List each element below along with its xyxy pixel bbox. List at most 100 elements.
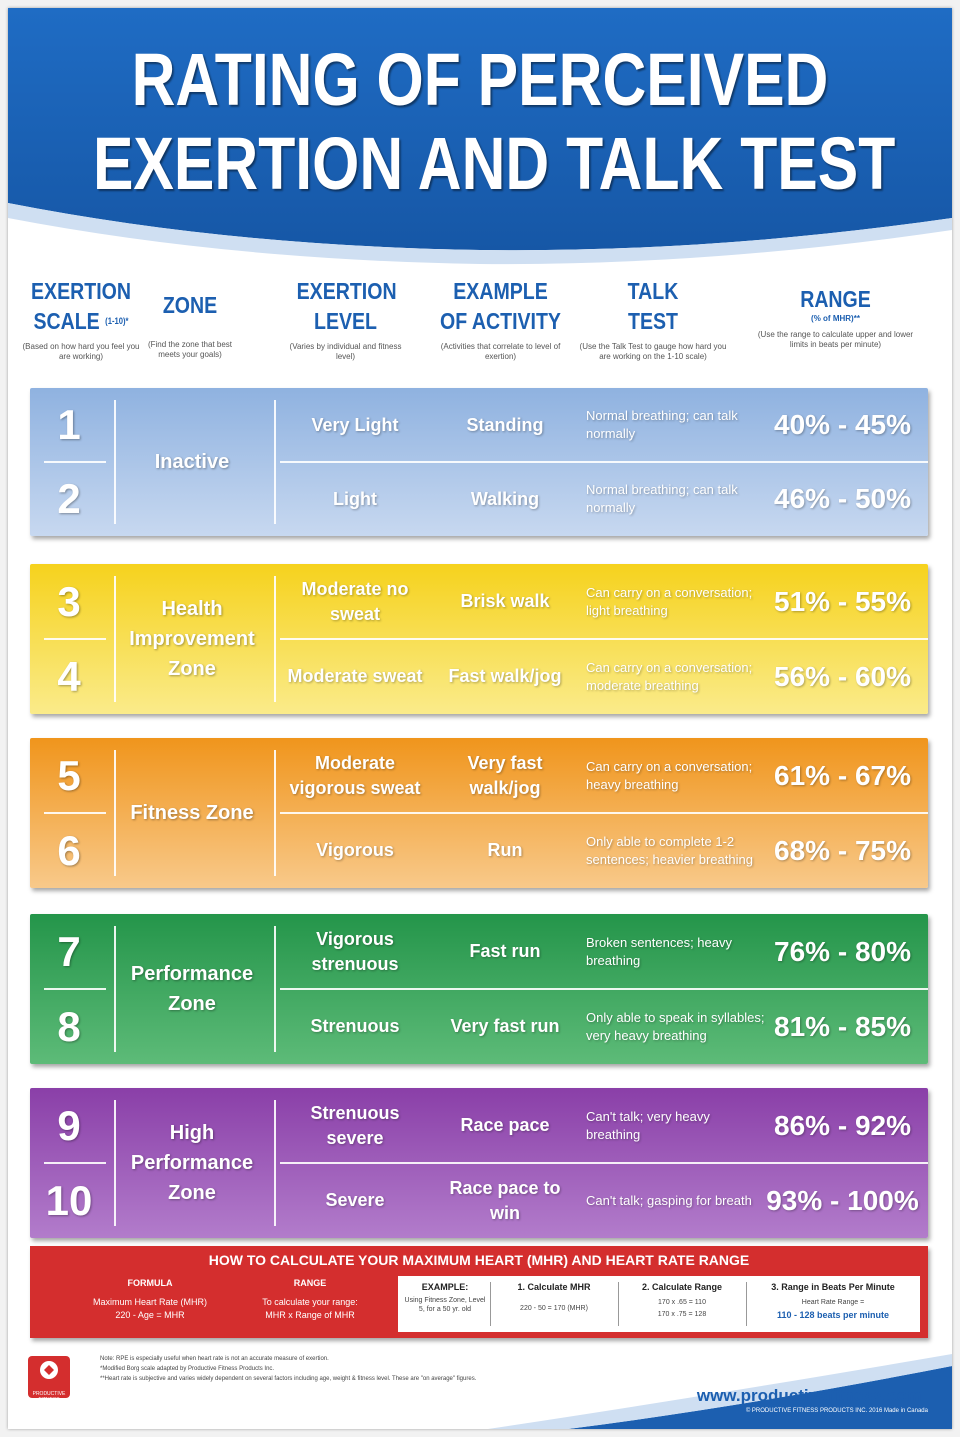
- col-head-scale-line2: SCALE: [33, 308, 100, 334]
- mhr-range: 40% - 45%: [774, 409, 911, 440]
- company-logo: PRODUCTIVE FITNESS: [28, 1356, 70, 1403]
- website-link[interactable]: www.productivefitness.com: [696, 1386, 922, 1405]
- col-head-talk: TALK TEST (Use the Talk Test to gauge ho…: [573, 276, 733, 362]
- calc-title: HOW TO CALCULATE YOUR MAXIMUM HEART (MHR…: [208, 1252, 750, 1268]
- exertion-level: Strenuous severe: [310, 1102, 400, 1148]
- table-row: Vigorous Run Only able to complete 1-2 sen…: [30, 813, 928, 888]
- col-head-activity-line2: OF ACTIVITY: [440, 308, 561, 334]
- zone-name: Fitness Zone: [130, 802, 254, 824]
- mhr-range: 61% - 67%: [774, 759, 911, 791]
- footer: PRODUCTIVE FITNESS Note: RPE is especial…: [8, 1346, 952, 1429]
- table-row: Strenuous severe Race pace Can't talk; ver…: [30, 1088, 928, 1163]
- col-head-scale-sup: (1-10)*: [105, 316, 129, 326]
- col-head-level-line2: LEVEL: [313, 308, 378, 334]
- exertion-scale-number: 9: [57, 1102, 81, 1149]
- formula-heading: FORMULA: [127, 1278, 173, 1288]
- band-divider-vertical: [274, 576, 276, 702]
- calculation-box: HOW TO CALCULATE YOUR MAXIMUM HEART (MHR…: [30, 1246, 928, 1338]
- band-divider-horizontal: [44, 638, 106, 640]
- talk-test: Broken sentences; heavy breathing: [586, 934, 732, 968]
- zone-band: Health Improvement Zone 3 Moderate no swea…: [30, 564, 928, 714]
- band-divider-horizontal: [44, 988, 106, 990]
- talk-test: Can't talk; gasping for breath: [586, 1192, 752, 1208]
- table-row: Moderate no sweat Brisk walk Can carry on …: [30, 564, 928, 639]
- col-head-range: RANGE (% of MHR)** (Use the range to cal…: [753, 284, 918, 350]
- exertion-level: Vigorous: [316, 840, 394, 860]
- zone-name: Performance Zone: [130, 963, 254, 1015]
- mhr-range: 81% - 85%: [774, 1010, 911, 1042]
- table-row: Light Walking Normal breathing; can talk n…: [30, 462, 928, 536]
- runner-icon: [40, 1361, 58, 1379]
- band-divider-vertical: [114, 400, 116, 524]
- footnotes: Note: RPE is especially useful when hear…: [100, 1354, 480, 1384]
- col-head-activity-note: (Activities that correlate to level of e…: [440, 342, 561, 361]
- example-activity: Race pace: [460, 1115, 550, 1135]
- table-row: Vigorous strenuous Fast run Broken sentenc…: [30, 914, 928, 989]
- example-activity: Standing: [466, 414, 544, 435]
- band-divider-vertical: [274, 1100, 276, 1226]
- step1-text: 220 - 50 = 170 (MHR): [520, 1305, 588, 1312]
- col-head-range-line1: RANGE: [800, 286, 871, 312]
- footnote-1: Note: RPE is especially useful when hear…: [100, 1356, 329, 1362]
- col-head-scale: EXERTION SCALE (1-10)* (Based on how har…: [16, 276, 146, 362]
- band-divider-vertical: [274, 400, 276, 524]
- step2-text-1: 170 x .65 = 110: [658, 1299, 706, 1306]
- poster: RATING OF PERCEIVED EXERTION AND TALK TE…: [8, 8, 952, 1429]
- band-divider-horizontal: [280, 988, 928, 990]
- band-divider-vertical: [114, 926, 116, 1052]
- talk-test: Normal breathing; can talk normally: [586, 482, 738, 515]
- col-head-talk-line1: TALK: [627, 278, 679, 304]
- mhr-range: 46% - 50%: [774, 483, 911, 514]
- mhr-range: 86% - 92%: [774, 1109, 911, 1141]
- table-row: Strenuous Very fast run Only able to speak…: [30, 989, 928, 1064]
- exertion-scale-number: 4: [57, 653, 81, 700]
- poster-title: RATING OF PERCEIVED EXERTION AND TALK TE…: [93, 38, 895, 206]
- example-activity: Very fast walk/jog: [467, 752, 543, 798]
- mhr-range: 51% - 55%: [774, 585, 911, 617]
- zone-band: Fitness Zone 5 Moderate vigorous sweat Very…: [30, 738, 928, 888]
- example-activity: Run: [487, 840, 523, 860]
- talk-test: Can't talk; very heavy breathing: [586, 1108, 710, 1142]
- table-row: Moderate vigorous sweat Very fast walk/jo…: [30, 738, 928, 813]
- exertion-level: Moderate vigorous sweat: [289, 752, 421, 798]
- example-panel: EXAMPLE: Using Fitness Zone, Level 5, fo…: [398, 1276, 920, 1332]
- exertion-scale-number: 3: [57, 578, 81, 625]
- example-activity: Race pace to win: [449, 1177, 561, 1223]
- range-line-1: To calculate your range:: [262, 1297, 358, 1307]
- band-divider-horizontal: [280, 1162, 928, 1164]
- col-head-range-note: (Use the range to calculate upper and lo…: [757, 330, 914, 349]
- step2-text-2: 170 x .75 = 128: [657, 1311, 707, 1318]
- table-row: Very Light Standing Normal breathing; can …: [30, 388, 928, 462]
- step1-heading: 1. Calculate MHR: [517, 1282, 591, 1292]
- example-text: Using Fitness Zone, Level 5, for a 50 yr…: [404, 1297, 486, 1313]
- col-head-activity-line1: EXAMPLE: [453, 278, 548, 304]
- band-divider-horizontal: [280, 812, 928, 814]
- exertion-scale-number: 6: [57, 827, 81, 874]
- col-head-scale-line1: EXERTION: [31, 278, 131, 304]
- col-head-scale-note: (Based on how hard you feel you are work…: [22, 342, 140, 361]
- header-wave: [8, 8, 952, 265]
- footnote-3: **Heart rate is subjective and varies wi…: [100, 1376, 477, 1382]
- zone-name: Inactive: [154, 451, 230, 473]
- exertion-level: Light: [333, 488, 377, 509]
- col-head-talk-line2: TEST: [628, 308, 678, 334]
- col-head-zone: ZONE (Find the zone that best meets your…: [136, 290, 244, 360]
- zone-band: Performance Zone 7 Vigorous strenuous Fast …: [30, 914, 928, 1064]
- zone-band: High Performance Zone 9 Strenuous severe Ra…: [30, 1088, 928, 1238]
- footer-wave: [488, 1354, 952, 1429]
- exertion-level: Very Light: [311, 414, 399, 435]
- header-banner: RATING OF PERCEIVED EXERTION AND TALK TE…: [8, 8, 952, 308]
- exertion-level: Strenuous: [310, 1016, 400, 1036]
- title-line-1: RATING OF PERCEIVED: [131, 38, 829, 121]
- col-head-talk-note: (Use the Talk Test to gauge how hard you…: [579, 342, 727, 361]
- col-head-activity: EXAMPLE OF ACTIVITY (Activities that cor…: [428, 276, 573, 362]
- example-activity: Very fast run: [450, 1016, 560, 1036]
- band-divider-horizontal: [44, 812, 106, 814]
- range-heading: RANGE: [293, 1278, 327, 1288]
- exertion-scale-number: 2: [57, 475, 81, 522]
- formula-line-2: 220 - Age = MHR: [115, 1310, 185, 1320]
- col-head-range-sup: (% of MHR)**: [811, 314, 860, 323]
- band-divider-vertical: [114, 576, 116, 702]
- step2-heading: 2. Calculate Range: [641, 1282, 723, 1292]
- band-divider-horizontal: [44, 1162, 106, 1164]
